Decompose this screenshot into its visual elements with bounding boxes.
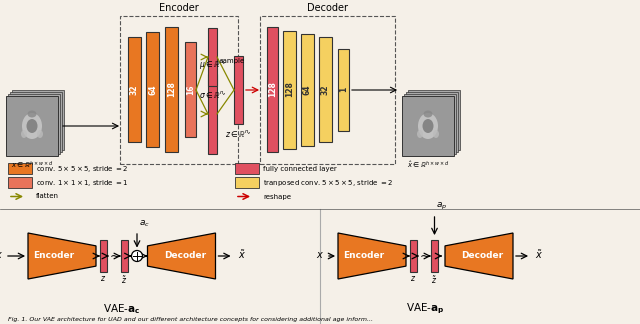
FancyBboxPatch shape — [406, 92, 458, 152]
FancyBboxPatch shape — [10, 92, 62, 152]
Text: fully connected layer: fully connected layer — [263, 166, 337, 171]
Polygon shape — [147, 233, 216, 279]
Ellipse shape — [417, 130, 423, 138]
Text: $\sim$: $\sim$ — [108, 249, 121, 261]
Text: 128: 128 — [268, 82, 277, 98]
FancyBboxPatch shape — [208, 74, 217, 154]
Polygon shape — [445, 233, 513, 279]
Text: Decoder: Decoder — [307, 3, 348, 13]
FancyBboxPatch shape — [100, 240, 107, 272]
FancyBboxPatch shape — [8, 177, 32, 188]
Text: $x \in \mathbb{R}^{h \times w \times d}$: $x \in \mathbb{R}^{h \times w \times d}$ — [11, 160, 53, 171]
Ellipse shape — [433, 130, 439, 138]
Text: $\tilde{x}$: $\tilde{x}$ — [535, 248, 543, 261]
Text: $\tilde{z}$: $\tilde{z}$ — [122, 274, 127, 285]
FancyBboxPatch shape — [283, 30, 296, 148]
Text: Fig. 1. Our VAE architecture for UAD and our different architecture concepts for: Fig. 1. Our VAE architecture for UAD and… — [8, 317, 373, 322]
Text: 64: 64 — [303, 84, 312, 95]
Text: sample: sample — [220, 58, 244, 64]
Text: $\sim$: $\sim$ — [417, 249, 431, 261]
FancyBboxPatch shape — [146, 32, 159, 147]
Text: Encoder: Encoder — [159, 3, 199, 13]
Ellipse shape — [22, 113, 42, 139]
Text: tranposed conv. $5 \times 5 \times 5$, stride $= 2$: tranposed conv. $5 \times 5 \times 5$, s… — [263, 178, 394, 188]
FancyBboxPatch shape — [404, 94, 456, 154]
Text: 16: 16 — [186, 84, 195, 95]
Text: $\mu \in \mathbb{R}^{n_z}$: $\mu \in \mathbb{R}^{n_z}$ — [198, 58, 227, 71]
Text: Encoder: Encoder — [343, 251, 385, 260]
FancyBboxPatch shape — [410, 240, 417, 272]
Text: $z$: $z$ — [100, 274, 107, 283]
FancyBboxPatch shape — [402, 96, 454, 156]
FancyBboxPatch shape — [121, 240, 128, 272]
FancyBboxPatch shape — [8, 163, 32, 174]
Ellipse shape — [418, 113, 438, 139]
FancyBboxPatch shape — [208, 28, 217, 86]
FancyBboxPatch shape — [319, 37, 332, 142]
Text: 1: 1 — [339, 87, 348, 92]
Ellipse shape — [21, 130, 27, 138]
Text: 64: 64 — [148, 84, 157, 95]
FancyBboxPatch shape — [235, 163, 259, 174]
Text: $\tilde{z}$: $\tilde{z}$ — [431, 274, 438, 285]
Text: $\sigma \in \mathbb{R}^{n_z}$: $\sigma \in \mathbb{R}^{n_z}$ — [198, 89, 227, 100]
Ellipse shape — [37, 130, 43, 138]
Text: $x$: $x$ — [0, 249, 3, 260]
Text: Encoder: Encoder — [33, 251, 74, 260]
FancyBboxPatch shape — [165, 27, 178, 152]
Text: 128: 128 — [167, 82, 176, 98]
FancyBboxPatch shape — [8, 94, 60, 154]
Text: $z \in \mathbb{R}^{n_z}$: $z \in \mathbb{R}^{n_z}$ — [225, 128, 252, 139]
Text: 32: 32 — [130, 84, 139, 95]
Circle shape — [131, 250, 143, 261]
Polygon shape — [338, 233, 406, 279]
Text: $a_p$: $a_p$ — [436, 201, 448, 212]
FancyBboxPatch shape — [128, 37, 141, 142]
Text: conv. $1 \times 1 \times 1$, stride $= 1$: conv. $1 \times 1 \times 1$, stride $= 1… — [36, 178, 129, 188]
Text: 128: 128 — [285, 82, 294, 98]
Text: flatten: flatten — [36, 193, 59, 200]
Text: $z$: $z$ — [410, 274, 417, 283]
Text: $a_c$: $a_c$ — [139, 218, 150, 229]
FancyBboxPatch shape — [185, 42, 196, 137]
Text: Decoder: Decoder — [164, 251, 206, 260]
Text: $\hat{x} \in \mathbb{R}^{h \times w \times d}$: $\hat{x} \in \mathbb{R}^{h \times w \tim… — [406, 160, 449, 171]
Text: $\tilde{x}$: $\tilde{x}$ — [237, 248, 246, 261]
Text: VAE-$\mathbf{a_c}$: VAE-$\mathbf{a_c}$ — [103, 302, 140, 316]
Ellipse shape — [26, 119, 38, 133]
FancyBboxPatch shape — [431, 240, 438, 272]
FancyBboxPatch shape — [235, 177, 259, 188]
Polygon shape — [28, 233, 96, 279]
FancyBboxPatch shape — [408, 90, 460, 150]
FancyBboxPatch shape — [301, 33, 314, 145]
FancyBboxPatch shape — [12, 90, 64, 150]
Text: VAE-$\mathbf{a_p}$: VAE-$\mathbf{a_p}$ — [406, 302, 445, 316]
Ellipse shape — [422, 119, 433, 133]
Ellipse shape — [424, 110, 433, 118]
Text: 32: 32 — [321, 84, 330, 95]
FancyBboxPatch shape — [6, 96, 58, 156]
Text: $x$: $x$ — [316, 249, 324, 260]
Text: reshape: reshape — [263, 193, 291, 200]
Text: Decoder: Decoder — [461, 251, 504, 260]
Ellipse shape — [28, 110, 36, 118]
FancyBboxPatch shape — [338, 49, 349, 131]
Text: conv. $5 \times 5 \times 5$, stride $= 2$: conv. $5 \times 5 \times 5$, stride $= 2… — [36, 164, 129, 173]
FancyBboxPatch shape — [267, 27, 278, 152]
FancyBboxPatch shape — [234, 56, 243, 124]
